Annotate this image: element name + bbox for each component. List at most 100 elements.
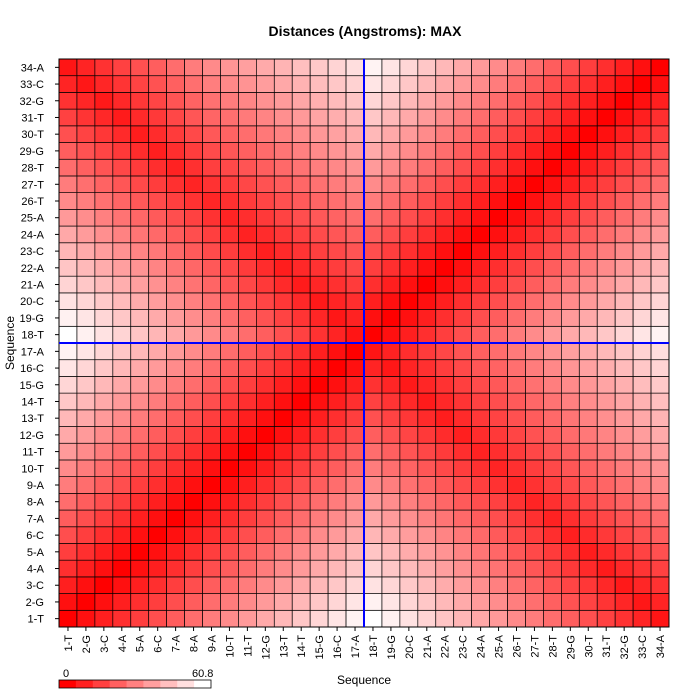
heatmap-cell: [399, 209, 419, 227]
x-tick-label: 30-T: [583, 635, 595, 658]
heatmap-cell: [543, 275, 562, 294]
heatmap-cell: [543, 108, 562, 127]
heatmap-cell: [130, 342, 150, 361]
heatmap-cell: [148, 325, 167, 344]
heatmap-cell: [489, 192, 508, 210]
heatmap-cell: [202, 459, 221, 477]
y-tick-label: 2-G: [26, 597, 44, 609]
heatmap-cell: [471, 125, 490, 143]
heatmap-cell: [76, 92, 96, 110]
heatmap-cell: [58, 309, 78, 327]
heatmap-cell: [273, 543, 293, 561]
heatmap-cell: [148, 476, 167, 494]
heatmap-cell: [471, 576, 490, 594]
heatmap-cell: [345, 209, 365, 227]
heatmap-cell: [202, 476, 221, 494]
heatmap-cell: [166, 242, 185, 260]
heatmap-cell: [291, 325, 311, 344]
heatmap-cell: [632, 158, 652, 177]
heatmap-cell: [58, 493, 78, 511]
heatmap-cell: [256, 476, 275, 494]
heatmap-cell: [399, 543, 419, 561]
heatmap-cell: [76, 342, 96, 361]
heatmap-cell: [650, 359, 670, 377]
heatmap-cell: [561, 125, 580, 143]
heatmap-cell: [632, 359, 652, 377]
heatmap-cell: [471, 593, 490, 611]
heatmap-cell: [399, 576, 419, 594]
heatmap-cell: [650, 376, 670, 394]
heatmap-cell: [327, 58, 347, 77]
heatmap-cell: [453, 125, 472, 143]
heatmap-cell: [650, 609, 670, 628]
heatmap-cell: [381, 509, 401, 528]
heatmap-cell: [327, 292, 347, 310]
heatmap-cell: [256, 242, 275, 260]
heatmap-cell: [273, 342, 293, 361]
heatmap-cell: [130, 459, 150, 477]
heatmap-cell: [507, 108, 526, 127]
heatmap-cell: [399, 325, 419, 344]
heatmap-cell: [632, 342, 652, 361]
x-tick-label: 22-A: [440, 634, 452, 658]
heatmap-cell: [309, 292, 329, 310]
heatmap-cell: [238, 392, 257, 411]
heatmap-cell: [543, 576, 562, 594]
heatmap-cell: [309, 509, 329, 528]
heatmap-cell: [291, 526, 311, 544]
y-tick-label: 26-T: [21, 196, 44, 208]
heatmap-cell: [596, 359, 616, 377]
heatmap-cell: [543, 58, 562, 77]
heatmap-cell: [184, 559, 203, 578]
heatmap-cell: [578, 192, 598, 210]
heatmap-cell: [543, 158, 562, 177]
colorbar-legend: [58, 679, 212, 689]
heatmap-cell: [94, 392, 114, 411]
heatmap-cell: [166, 342, 185, 361]
heatmap-cell: [399, 426, 419, 444]
heatmap-cell: [507, 609, 526, 628]
heatmap-cell: [435, 142, 455, 160]
heatmap-cell: [453, 108, 472, 127]
heatmap-cell: [650, 108, 670, 127]
heatmap-cell: [417, 242, 437, 260]
heatmap-cell: [596, 376, 616, 394]
heatmap-cell: [614, 376, 634, 394]
heatmap-cell: [166, 459, 185, 477]
heatmap-cell: [76, 593, 96, 611]
heatmap-cell: [543, 125, 562, 143]
heatmap-cell: [238, 158, 257, 177]
heatmap-cell: [614, 225, 634, 244]
heatmap-cell: [507, 275, 526, 294]
heatmap-cell: [184, 225, 203, 244]
heatmap-cell: [543, 242, 562, 260]
heatmap-cell: [543, 442, 562, 461]
heatmap-cell: [507, 359, 526, 377]
x-tick-label: 18-T: [368, 635, 380, 658]
heatmap-cell: [471, 392, 490, 411]
heatmap-cell: [184, 175, 203, 193]
heatmap-cell: [273, 576, 293, 594]
heatmap-cell: [148, 459, 167, 477]
y-tick-label: 30-T: [21, 129, 44, 141]
heatmap-cell: [202, 593, 221, 611]
heatmap-cell: [238, 75, 257, 93]
heatmap-cell: [76, 158, 96, 177]
heatmap-cell: [148, 225, 167, 244]
heatmap-cell: [220, 142, 239, 160]
heatmap-cell: [148, 275, 167, 294]
heatmap-cell: [614, 442, 634, 461]
heatmap-cell: [76, 292, 96, 310]
heatmap-cell: [435, 409, 455, 427]
heatmap-cell: [273, 459, 293, 477]
heatmap-cell: [417, 108, 437, 127]
x-tick-label: 34-A: [655, 634, 667, 658]
heatmap-cell: [435, 526, 455, 544]
heatmap-cell: [345, 493, 365, 511]
heatmap-cell: [327, 543, 347, 561]
heatmap-cell: [435, 175, 455, 193]
heatmap-cell: [148, 209, 167, 227]
heatmap-cell: [148, 242, 167, 260]
heatmap-cell: [220, 309, 239, 327]
heatmap-cell: [363, 593, 383, 611]
